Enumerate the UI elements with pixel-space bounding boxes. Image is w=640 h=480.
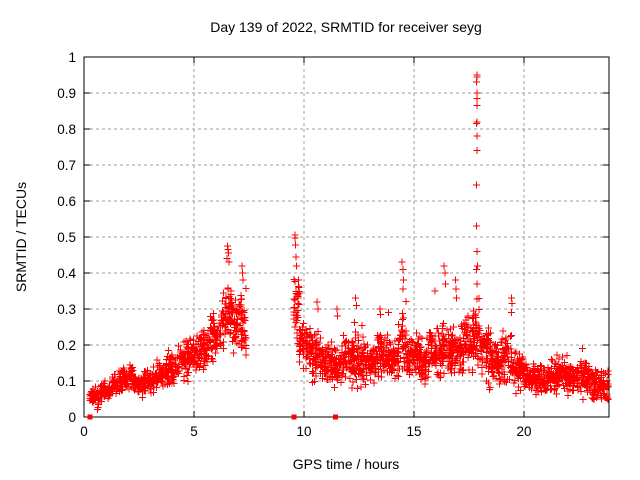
- x-tick-label: 10: [297, 424, 312, 439]
- x-tick-label: 0: [80, 424, 88, 439]
- chart-title: Day 139 of 2022, SRMTID for receiver sey…: [210, 19, 482, 35]
- y-tick-label: 0.4: [57, 266, 76, 281]
- gap-markers: [87, 414, 339, 420]
- x-tick-label: 5: [190, 424, 198, 439]
- zero-gap-marker: [291, 414, 297, 420]
- axis-ticks: [83, 56, 609, 418]
- x-tick-label: 15: [407, 424, 422, 439]
- y-tick-label: 0.8: [57, 122, 76, 137]
- x-tick-label: 20: [517, 424, 532, 439]
- y-tick-label: 0.5: [57, 230, 76, 245]
- y-tick-label: 0.9: [57, 86, 76, 101]
- y-tick-label: 0.2: [57, 338, 76, 353]
- y-axis-label: SRMTID / TECUs: [13, 182, 29, 292]
- tick-labels: 00.10.20.30.40.50.60.70.80.910 5 10 15 20: [57, 50, 531, 439]
- plot-border: [83, 56, 610, 418]
- x-axis-label: GPS time / hours: [293, 456, 400, 472]
- zero-gap-marker: [333, 414, 339, 420]
- y-tick-label: 0.6: [57, 194, 76, 209]
- data-points: [86, 71, 612, 413]
- y-tick-label: 0.1: [57, 374, 76, 389]
- y-tick-label: 0.7: [57, 158, 76, 173]
- y-tick-label: 1: [68, 50, 76, 65]
- zero-gap-marker: [87, 414, 93, 420]
- y-tick-label: 0: [68, 410, 76, 425]
- y-tick-label: 0.3: [57, 302, 76, 317]
